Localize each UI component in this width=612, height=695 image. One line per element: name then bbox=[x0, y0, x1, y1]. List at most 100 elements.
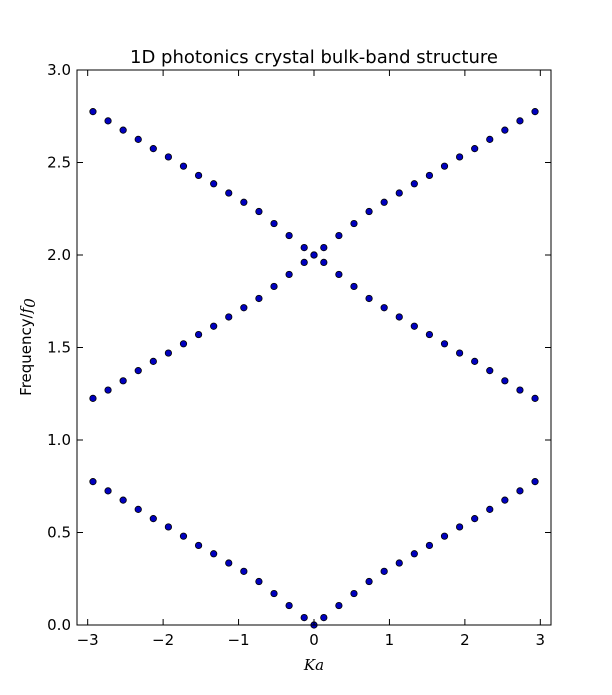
data-point bbox=[501, 126, 509, 134]
data-point bbox=[410, 550, 418, 558]
data-point bbox=[516, 117, 524, 125]
x-tick-label: −1 bbox=[227, 631, 249, 649]
y-axis-label-subscript: 0 bbox=[21, 298, 39, 308]
data-point bbox=[310, 251, 318, 259]
data-point bbox=[455, 523, 464, 531]
data-point bbox=[350, 282, 358, 291]
data-point bbox=[425, 330, 434, 339]
data-point bbox=[300, 613, 308, 622]
chart-title: 1D photonics crystal bulk-band structure bbox=[130, 47, 498, 68]
data-point bbox=[320, 613, 328, 622]
x-tick-label: 0 bbox=[309, 631, 319, 649]
data-point bbox=[104, 386, 112, 394]
data-point bbox=[335, 601, 343, 610]
y-tick-label: 1.0 bbox=[47, 431, 71, 449]
data-point bbox=[335, 270, 343, 279]
data-point bbox=[516, 487, 524, 495]
data-point bbox=[531, 394, 539, 402]
data-point bbox=[194, 330, 203, 339]
data-point bbox=[119, 377, 127, 385]
x-tick-label: 2 bbox=[460, 631, 470, 649]
data-point bbox=[516, 386, 524, 394]
data-point bbox=[104, 487, 112, 495]
data-point bbox=[225, 189, 233, 197]
x-tick-label: 3 bbox=[536, 631, 546, 649]
data-point bbox=[395, 189, 403, 197]
data-point bbox=[164, 349, 172, 357]
data-point bbox=[410, 322, 418, 330]
data-point bbox=[531, 108, 539, 116]
data-point bbox=[501, 377, 509, 385]
data-point bbox=[486, 505, 494, 513]
data-point bbox=[425, 541, 434, 550]
data-points bbox=[89, 108, 539, 629]
data-point bbox=[380, 304, 388, 312]
data-point bbox=[179, 162, 188, 170]
data-point bbox=[285, 270, 293, 279]
data-point bbox=[134, 135, 142, 143]
data-point bbox=[440, 340, 449, 348]
y-tick-label: 2.5 bbox=[47, 154, 71, 172]
x-axis-ticks: −3 −2 −1 0 1 2 3 bbox=[77, 70, 545, 649]
y-tick-label: 0.0 bbox=[47, 616, 71, 634]
data-point bbox=[365, 577, 373, 586]
data-point bbox=[225, 313, 233, 321]
data-point bbox=[240, 304, 248, 312]
data-point bbox=[210, 180, 218, 188]
y-tick-label: 1.5 bbox=[47, 339, 71, 357]
x-tick-label: −2 bbox=[152, 631, 174, 649]
data-point bbox=[335, 231, 343, 240]
y-axis-label-text: Frequency/ bbox=[17, 312, 35, 395]
data-point bbox=[300, 244, 308, 252]
data-point bbox=[380, 198, 388, 206]
data-point bbox=[501, 496, 509, 504]
data-point bbox=[365, 294, 373, 303]
data-point bbox=[395, 313, 403, 321]
data-point bbox=[149, 145, 157, 153]
data-point bbox=[225, 559, 233, 567]
data-point bbox=[89, 394, 97, 402]
data-point bbox=[395, 559, 403, 567]
data-point bbox=[365, 207, 373, 216]
data-point bbox=[149, 515, 157, 523]
data-point bbox=[531, 478, 539, 486]
data-point bbox=[255, 207, 263, 216]
data-point bbox=[134, 505, 142, 513]
data-point bbox=[471, 515, 479, 523]
data-point bbox=[425, 171, 434, 180]
data-point bbox=[164, 523, 172, 531]
y-axis-label-math: f bbox=[17, 305, 35, 314]
data-point bbox=[210, 550, 218, 558]
y-tick-label: 3.0 bbox=[47, 61, 71, 79]
data-point bbox=[486, 135, 494, 143]
data-point bbox=[410, 180, 418, 188]
data-point bbox=[350, 219, 358, 228]
y-tick-label: 2.0 bbox=[47, 246, 71, 264]
data-point bbox=[119, 126, 127, 134]
data-point bbox=[119, 496, 127, 504]
data-point bbox=[440, 162, 449, 170]
data-point bbox=[486, 367, 494, 375]
plot-frame bbox=[76, 69, 552, 626]
data-point bbox=[320, 258, 328, 266]
data-point bbox=[194, 171, 203, 180]
data-point bbox=[255, 577, 263, 586]
data-point bbox=[471, 145, 479, 153]
data-point bbox=[285, 231, 293, 240]
data-point bbox=[350, 589, 358, 598]
data-point bbox=[179, 340, 188, 348]
x-axis-label: Ka bbox=[303, 656, 324, 674]
data-point bbox=[320, 244, 328, 252]
data-point bbox=[240, 198, 248, 206]
data-point bbox=[194, 541, 203, 550]
data-point bbox=[270, 219, 278, 228]
data-point bbox=[380, 567, 388, 575]
data-point bbox=[134, 367, 142, 375]
data-point bbox=[270, 282, 278, 291]
y-axis-label: Frequency/f0 bbox=[17, 298, 39, 396]
data-point bbox=[210, 322, 218, 330]
data-point bbox=[471, 357, 479, 365]
data-point bbox=[455, 349, 464, 357]
data-point bbox=[179, 532, 188, 540]
